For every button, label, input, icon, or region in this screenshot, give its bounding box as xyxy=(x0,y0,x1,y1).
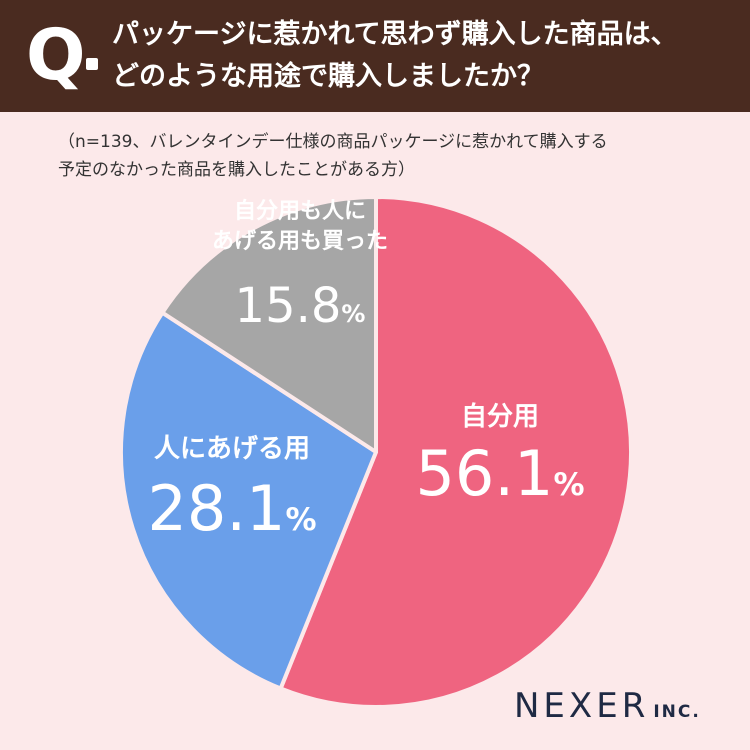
nexer-logo: NEXER INC. xyxy=(514,686,701,726)
logo-sub: INC. xyxy=(653,702,701,722)
q-mark: Q xyxy=(26,14,86,96)
slice-gift-use xyxy=(119,310,378,691)
sample-note-line-1: （n=139、バレンタインデー仕様の商品パッケージに惹かれて購入する xyxy=(58,132,608,152)
slice-value: 28.1% xyxy=(147,472,316,545)
slice-label: 人にあげる用 xyxy=(154,434,310,464)
slice-both-use xyxy=(160,195,378,454)
question-text: パッケージに惹かれて思わず購入した商品は、 どのような用途で購入しましたか？ xyxy=(112,14,742,98)
logo-main: NEXER xyxy=(514,686,650,726)
slice-value: 15.8% xyxy=(235,278,366,334)
q-dot-icon xyxy=(86,58,98,70)
question-line-1: パッケージに惹かれて思わず購入した商品は、 xyxy=(112,19,678,50)
slice-label: 自分用も人にあげる用も買った xyxy=(212,198,388,254)
slice-value: 56.1% xyxy=(415,437,584,510)
question-header: Q パッケージに惹かれて思わず購入した商品は、 どのような用途で購入しましたか？ xyxy=(0,0,750,112)
sample-note: （n=139、バレンタインデー仕様の商品パッケージに惹かれて購入する 予定のなか… xyxy=(58,128,738,184)
question-line-2: どのような用途で購入しましたか？ xyxy=(112,61,544,92)
sample-note-line-2: 予定のなかった商品を購入したことがある方） xyxy=(58,160,415,180)
slice-self-use xyxy=(278,195,633,709)
slice-label: 自分用 xyxy=(461,401,539,432)
